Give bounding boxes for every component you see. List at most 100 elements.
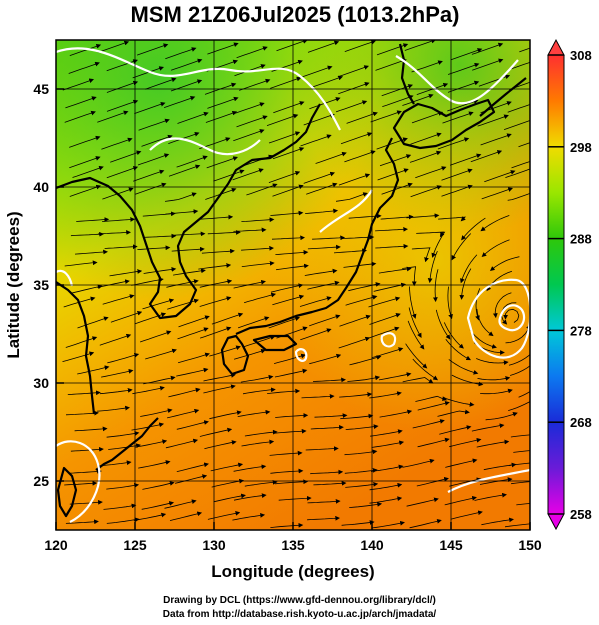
colorbar-tick-label: 288 — [570, 232, 592, 247]
streamline — [274, 368, 308, 378]
streamline — [237, 409, 271, 417]
streamline — [64, 260, 98, 267]
streamline — [450, 510, 483, 520]
streamline — [169, 511, 203, 521]
streamline — [299, 296, 332, 307]
streamline — [508, 462, 530, 466]
streamline — [461, 217, 486, 241]
streamline — [402, 93, 434, 106]
streamline — [97, 40, 130, 53]
streamline — [335, 100, 368, 113]
streamline — [340, 132, 373, 145]
streamline — [459, 268, 472, 300]
streamline — [134, 439, 168, 448]
streamline — [134, 101, 166, 114]
streamline — [67, 390, 101, 396]
streamline — [106, 517, 140, 524]
streamline — [338, 82, 370, 95]
streamline — [371, 440, 405, 448]
streamline — [519, 47, 530, 53]
streamline — [65, 96, 97, 109]
streamline — [107, 352, 140, 364]
streamline — [471, 423, 505, 432]
map-field — [56, 40, 530, 530]
streamline — [64, 480, 98, 486]
streamline — [139, 330, 172, 343]
streamline — [370, 464, 404, 472]
streamline — [131, 277, 164, 286]
streamline — [275, 413, 309, 418]
streamline — [110, 310, 143, 323]
streamline — [177, 352, 210, 364]
contour-northeast — [395, 55, 519, 105]
streamline — [307, 515, 341, 521]
streamline — [476, 308, 494, 337]
streamline — [312, 235, 346, 241]
y-tick-label: 30 — [33, 375, 49, 391]
colorbar-bar — [547, 54, 565, 515]
streamline — [106, 80, 139, 93]
streamline — [133, 169, 165, 182]
streamline — [205, 110, 238, 123]
streamline — [268, 131, 301, 144]
streamline — [445, 338, 472, 361]
streamline — [272, 184, 304, 197]
streamline — [69, 135, 101, 148]
streamline — [412, 358, 439, 381]
streamline — [241, 439, 275, 447]
coastline-taiwan — [56, 466, 78, 518]
credit-data: Data from http://database.rish.kyoto-u.a… — [162, 609, 437, 620]
wind-streamlines — [62, 40, 530, 529]
streamline — [243, 335, 276, 348]
streamline — [476, 439, 510, 448]
streamline — [233, 493, 267, 501]
streamline — [143, 233, 177, 239]
streamline — [442, 111, 474, 124]
streamline — [444, 495, 477, 506]
streamline — [266, 113, 299, 126]
streamline — [135, 182, 167, 195]
streamline — [341, 520, 375, 526]
streamline — [69, 499, 103, 505]
streamline — [407, 320, 425, 350]
streamline — [204, 440, 237, 450]
streamline — [443, 322, 464, 349]
streamline — [244, 479, 278, 487]
x-tick-label: 135 — [281, 537, 305, 553]
streamline — [68, 61, 100, 74]
streamline — [406, 213, 440, 219]
streamline — [211, 478, 245, 488]
streamline — [138, 460, 171, 469]
streamline — [340, 413, 374, 420]
streamline — [305, 446, 339, 451]
streamline — [236, 46, 268, 59]
streamline — [312, 377, 346, 383]
contour-east-low — [319, 189, 373, 233]
x-tick-label: 150 — [518, 537, 542, 553]
streamline — [402, 458, 435, 468]
streamline — [510, 434, 530, 438]
streamline — [200, 214, 234, 220]
streamline — [338, 173, 371, 186]
streamline — [445, 458, 478, 468]
streamline — [477, 376, 511, 381]
grid — [56, 40, 530, 530]
streamline — [170, 58, 203, 71]
streamline — [177, 111, 209, 124]
streamline — [460, 254, 478, 284]
streamline — [77, 316, 109, 329]
colorbar-tick-label: 308 — [570, 48, 592, 63]
streamline — [240, 374, 274, 383]
streamline — [241, 260, 275, 267]
streamline — [70, 446, 104, 452]
y-tick-label: 45 — [33, 81, 49, 97]
streamline — [516, 503, 530, 506]
streamline — [505, 324, 530, 344]
streamline — [178, 315, 210, 328]
streamline — [306, 182, 338, 195]
streamline — [518, 391, 530, 398]
streamline — [305, 208, 339, 214]
streamline — [417, 400, 450, 411]
streamline — [270, 210, 304, 216]
streamline — [199, 427, 233, 437]
